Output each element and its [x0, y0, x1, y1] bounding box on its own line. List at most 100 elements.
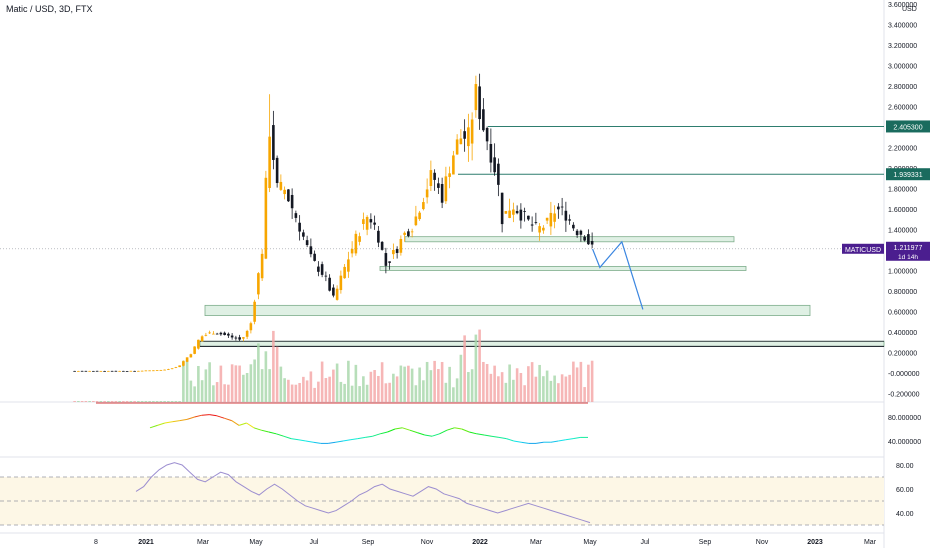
- candle-body: [178, 365, 181, 368]
- candle-body: [388, 261, 391, 263]
- candle-body: [433, 172, 436, 180]
- time-tick-label: Nov: [421, 539, 434, 546]
- countdown-label: 1d 14h: [898, 254, 918, 261]
- volume-bar: [425, 361, 429, 402]
- candle-body: [189, 354, 193, 358]
- candle-body: [425, 189, 429, 198]
- candle-body: [354, 233, 358, 254]
- time-tick-label: 8: [94, 539, 98, 546]
- indicator1-line: [149, 424, 158, 429]
- candle-body: [305, 240, 309, 246]
- candle-body: [399, 238, 403, 253]
- volume-bar: [227, 384, 230, 402]
- volume-bar: [279, 366, 283, 402]
- volume-bar: [260, 369, 264, 402]
- candle-body: [478, 86, 481, 120]
- support-zone: [404, 236, 735, 243]
- candle-body: [170, 368, 174, 370]
- candle-body: [343, 266, 346, 279]
- candle-body: [482, 109, 485, 131]
- candle-body: [309, 246, 313, 255]
- volume-bar: [152, 401, 155, 402]
- candle-body: [575, 230, 579, 236]
- volume-bar: [212, 385, 215, 402]
- candle-body: [73, 370, 76, 372]
- volume-bar: [215, 382, 219, 402]
- indicator1-line: [238, 422, 247, 426]
- volume-bar: [73, 401, 76, 402]
- volume-bar: [332, 369, 335, 402]
- volume-bar: [275, 346, 279, 402]
- candle-body: [137, 370, 140, 372]
- volume-bar: [305, 380, 309, 402]
- candle-body: [159, 369, 163, 371]
- indicator1-line: [290, 438, 299, 441]
- volume-bar: [140, 401, 144, 402]
- price-axis-unit: USD: [902, 6, 917, 13]
- volume-bar: [245, 373, 249, 402]
- candle-body: [414, 216, 418, 226]
- candle-body: [204, 334, 208, 336]
- candle-body: [219, 332, 223, 335]
- candle-body: [287, 189, 290, 202]
- volume-bar: [324, 378, 328, 402]
- candle-body: [332, 287, 335, 296]
- volume-bar: [410, 368, 414, 402]
- volume-bar: [238, 365, 241, 402]
- candle-body: [260, 253, 264, 279]
- volume-bar: [182, 360, 185, 402]
- volume-bar: [125, 401, 129, 402]
- volume-bar: [519, 372, 523, 402]
- symbol-badge: [842, 243, 884, 254]
- volume-bar: [403, 366, 406, 402]
- last-price-badge: [886, 241, 930, 261]
- candle-body: [129, 370, 133, 372]
- candle-body: [275, 157, 279, 184]
- support-zone: [379, 265, 747, 271]
- candle-body: [437, 183, 440, 188]
- indicator1-line: [261, 429, 269, 433]
- volume-bar: [433, 360, 436, 402]
- candle-body: [122, 370, 125, 372]
- candle-body: [377, 230, 380, 243]
- candle-body: [118, 370, 121, 372]
- volume-bar: [320, 361, 324, 402]
- volume-bar: [343, 383, 346, 402]
- volume-bar: [587, 364, 590, 402]
- level-badge: [886, 168, 930, 181]
- indicator1-line: [431, 433, 440, 437]
- candle-body: [167, 369, 170, 370]
- indicator1-line: [372, 433, 381, 437]
- candle-body: [272, 125, 275, 160]
- price-tick-label: 0.400000: [888, 330, 917, 337]
- volume-bar: [313, 387, 316, 402]
- indicator1-line: [409, 429, 418, 434]
- candle-body: [380, 241, 384, 250]
- candle-body: [568, 219, 571, 221]
- indicator1-line: [446, 427, 455, 431]
- candle-body: [392, 249, 395, 255]
- candle-body: [583, 236, 586, 241]
- candle-body: [227, 333, 230, 336]
- indicator1-line: [224, 417, 232, 422]
- indicator1-line: [164, 421, 173, 424]
- indicator1-line: [498, 436, 507, 440]
- candle-body: [452, 155, 455, 175]
- volume-bar: [369, 371, 373, 402]
- indicator1-line: [417, 432, 425, 436]
- time-tick-label: Jul: [641, 539, 650, 546]
- volume-bar: [163, 401, 166, 402]
- candle-body: [298, 222, 301, 232]
- candle-body: [238, 337, 241, 340]
- candle-body: [560, 206, 564, 208]
- volume-bar: [470, 369, 474, 402]
- indicator1-line: [550, 440, 559, 443]
- volume-bar: [354, 364, 358, 402]
- candle-body: [148, 370, 151, 372]
- candle-body: [590, 241, 594, 245]
- volume-bar: [437, 369, 440, 402]
- volume-bar: [399, 365, 403, 402]
- volume-bar: [463, 335, 466, 402]
- volume-bar: [249, 364, 253, 402]
